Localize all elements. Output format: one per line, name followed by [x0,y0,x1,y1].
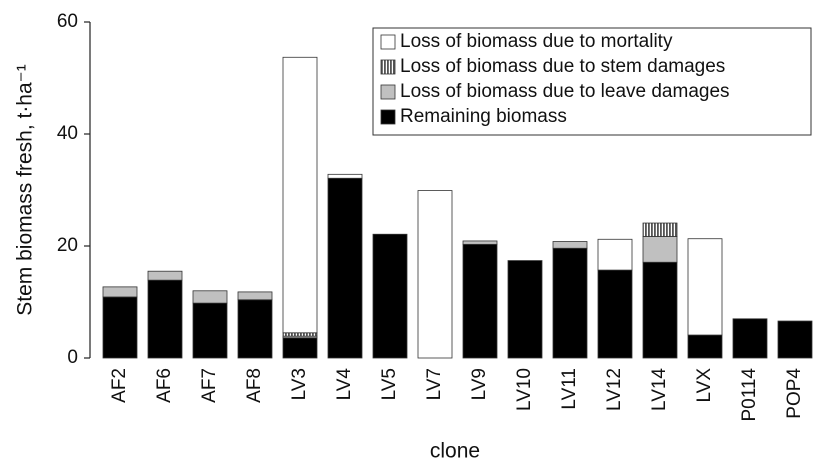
bar-segment [192,302,228,359]
legend-box [372,27,812,136]
bar-segment [147,270,183,281]
bar-segment [282,56,318,334]
bar-segment [552,247,588,359]
bar-segment [597,269,633,359]
bar-segment [732,318,768,359]
x-tick-label: LV12 [604,368,625,411]
legend-swatch [380,84,396,100]
x-tick-label: AF7 [199,368,220,403]
legend-swatch [380,59,396,75]
bar-segment [237,299,273,359]
x-tick-label: LVX [694,368,715,403]
bar-segment [102,296,138,359]
y-tick-label: 40 [57,123,78,144]
bar-segment [102,286,138,298]
x-tick-label: LV4 [334,368,355,401]
x-axis-label: clone [430,440,480,463]
bar-segment [777,320,813,359]
x-tick-label: LV7 [424,368,445,400]
bar-segment [147,279,183,359]
x-tick-label: P0114 [739,368,760,422]
y-tick-label: 0 [67,347,78,368]
y-axis-label: Stem biomass fresh, t·ha⁻¹ [14,64,37,316]
bar-segment [552,241,588,249]
bar-segment [642,236,678,263]
legend-label: Remaining biomass [400,106,567,127]
legend-swatch [380,34,396,50]
bar-segment [192,290,228,304]
y-tick-label: 60 [57,11,78,32]
bar-segment [327,177,363,359]
bar-segment [597,238,633,271]
bar-segment [687,334,723,359]
bar-segment [237,291,273,301]
x-tick-label: AF8 [244,368,265,403]
bar-segment [282,337,318,359]
bar-segment [507,260,543,359]
bar-segment [642,261,678,359]
legend-swatch [380,109,396,125]
x-tick-label: LV11 [559,368,580,410]
bar-segment [462,243,498,359]
bar-segment [687,238,723,336]
x-tick-label: AF6 [154,368,175,403]
legend-label: Loss of biomass due to leave damages [400,81,730,102]
bar-segment [327,173,363,179]
y-tick-label: 20 [57,235,78,256]
x-tick-label: LV5 [379,368,400,400]
x-tick-label: AF2 [109,368,130,403]
x-tick-label: POP4 [784,368,805,419]
x-tick-label: LV9 [469,368,490,400]
x-tick-label: LV3 [289,368,310,400]
bar-segment [282,332,318,337]
bar-segment [642,222,678,237]
bar-segment [462,240,498,245]
bar-segment [372,233,408,359]
x-tick-label: LV10 [514,368,535,411]
legend-label: Loss of biomass due to mortality [400,31,673,52]
x-tick-label: LV14 [649,368,670,411]
legend-label: Loss of biomass due to stem damages [400,56,725,77]
bar-segment [417,190,453,359]
